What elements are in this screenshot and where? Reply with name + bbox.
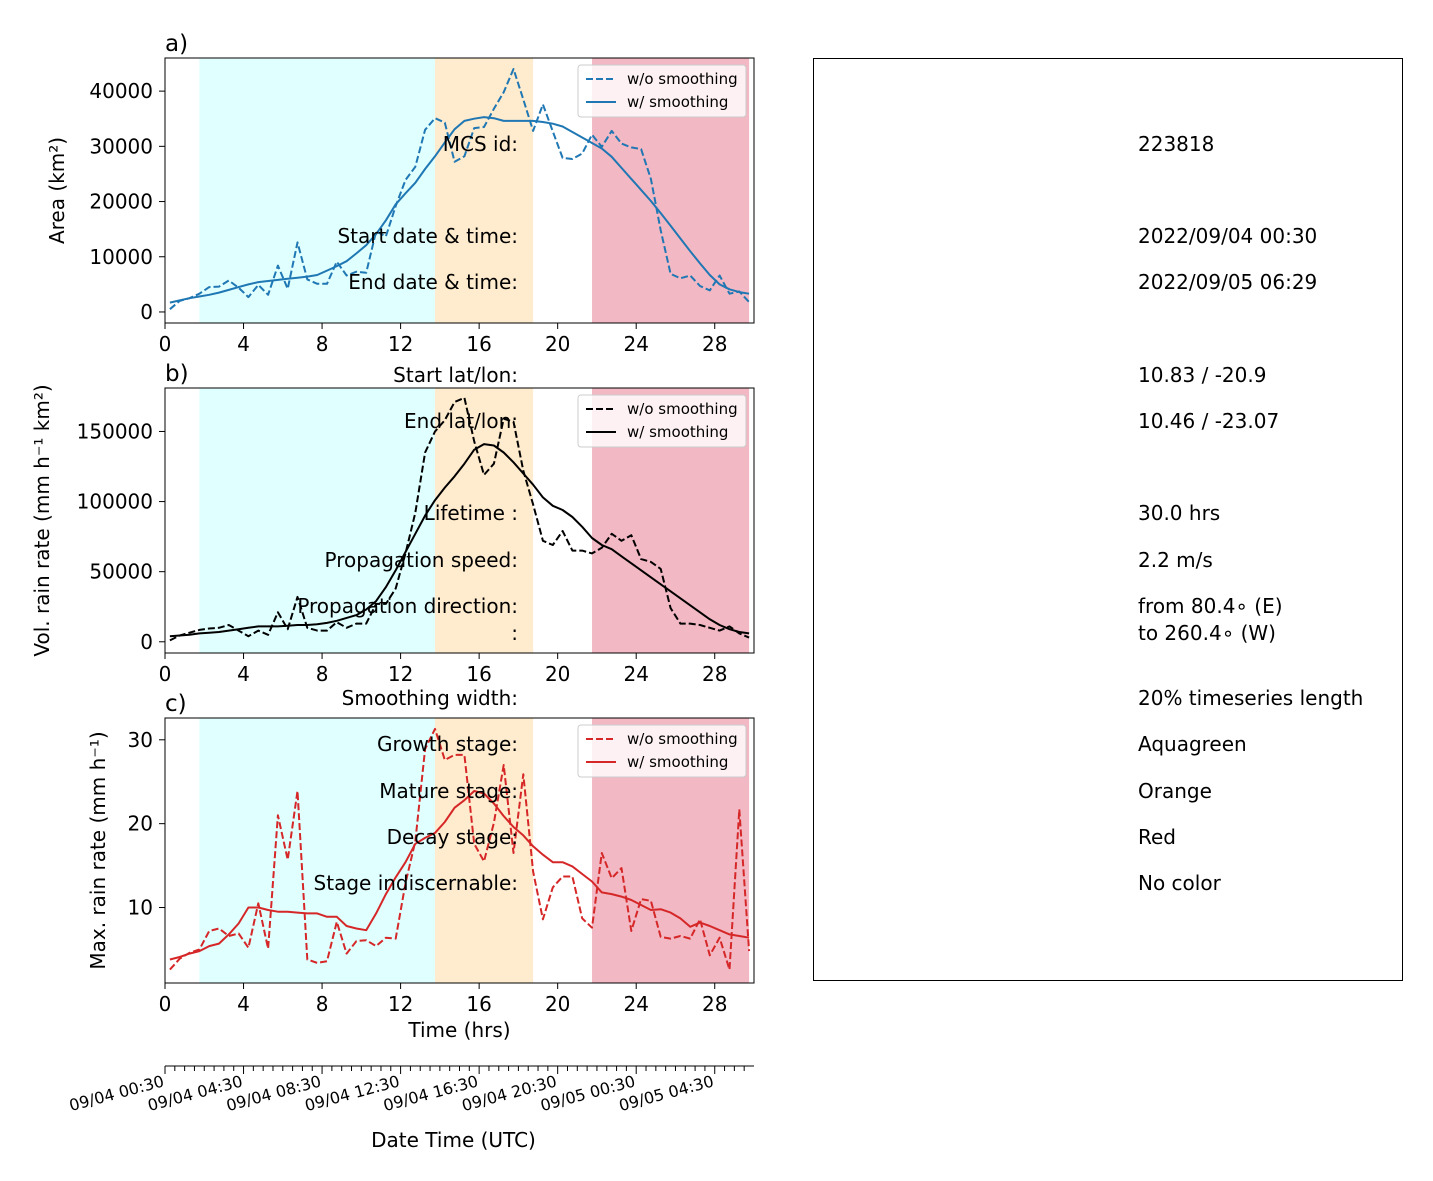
x-tick-label: 0 [159,662,172,686]
x-tick-label: 24 [623,992,648,1016]
info-value: to 260.4∘ (W) [1138,621,1276,645]
axes-frame [164,717,755,984]
y-axis-label: Max. rain rate (mm h⁻¹) [86,731,110,969]
info-label: Smoothing width: [341,686,518,710]
x-tick-label: 4 [237,992,250,1016]
axes-frame [164,387,755,654]
x-tick-label: 16 [466,662,491,686]
panel-label: a) [165,31,188,57]
info-label: Stage indiscernable: [313,871,518,895]
info-value: Aquagreen [1138,732,1247,756]
y-tick-label: 0 [140,630,153,654]
info-value: 2022/09/05 06:29 [1138,270,1318,294]
info-value: 223818 [1138,132,1215,156]
x-tick-label: 12 [388,332,413,356]
info-label: MCS id: [442,132,518,156]
legend-label-smoothed: w/ smoothing [627,423,728,441]
legend-label-smoothed: w/ smoothing [627,93,728,111]
x-tick-label: 16 [466,332,491,356]
y-tick-label: 100000 [77,490,153,514]
stage-band-mature [434,388,534,653]
info-value: 10.83 / -20.9 [1138,363,1267,387]
series-line-unsmoothed [169,727,751,971]
x-tick-label: 8 [316,662,329,686]
info-label: : [511,621,518,645]
x-tick-label: 24 [623,662,648,686]
x-tick-label: 0 [159,332,172,356]
series-line-smoothed [169,790,750,961]
y-axis-label: Vol. rain rate (mm h⁻¹ km²) [30,384,54,656]
y-tick-label: 0 [140,300,153,324]
x-axis-label: Time (hrs) [407,1018,510,1042]
stage-band-growth [199,718,435,983]
info-label: End lat/lon: [404,409,518,433]
x-tick-label: 20 [545,332,570,356]
axes-frame [164,57,755,324]
mcs-info-panel: MCS id: 223818 Start date & time: 2022/0… [297,58,1403,981]
y-tick-label: 30 [128,728,153,752]
info-value: No color [1138,871,1221,895]
series-line-smoothed [169,116,750,304]
info-label: Growth stage: [376,732,518,756]
date-axis-label: Date Time (UTC) [371,1128,536,1152]
info-value: Red [1138,825,1176,849]
info-value: Orange [1138,779,1212,803]
stage-band-growth [199,388,435,653]
x-tick-label: 12 [388,662,413,686]
info-label: Decay stage: [386,825,518,849]
x-tick-label: 28 [702,662,727,686]
x-tick-label: 4 [237,662,250,686]
panel-label: b) [165,361,189,387]
y-tick-label: 50000 [89,560,153,584]
stage-band-growth [199,58,435,323]
info-label: Mature stage: [379,779,518,803]
x-tick-label: 28 [702,332,727,356]
info-label: Lifetime : [423,501,518,525]
stage-band-mature [434,718,534,983]
y-tick-label: 20 [128,812,153,836]
x-tick-label: 24 [623,332,648,356]
info-label: Start date & time: [337,224,518,248]
info-label: Start lat/lon: [393,363,518,387]
x-tick-label: 4 [237,332,250,356]
x-tick-label: 20 [545,662,570,686]
x-tick-label: 12 [388,992,413,1016]
legend-box [577,724,747,778]
legend-label-smoothed: w/ smoothing [627,753,728,771]
info-value: 2022/09/04 00:30 [1138,224,1318,248]
legend-label-unsmoothed: w/o smoothing [627,70,738,88]
x-tick-label: 8 [316,332,329,356]
y-tick-label: 150000 [77,419,153,443]
info-value: from 80.4∘ (E) [1138,594,1283,618]
legend-box [577,394,747,448]
info-value: 20% timeseries length [1138,686,1364,710]
x-tick-label: 0 [159,992,172,1016]
legend-box [577,64,747,118]
x-tick-label: 8 [316,992,329,1016]
x-tick-label: 28 [702,992,727,1016]
info-value: 10.46 / -23.07 [1138,409,1280,433]
y-tick-label: 40000 [89,79,153,103]
series-line-unsmoothed [169,68,750,310]
legend-label-unsmoothed: w/o smoothing [627,400,738,418]
series-line-unsmoothed [169,396,750,642]
y-tick-label: 10 [128,896,153,920]
info-label: End date & time: [348,270,518,294]
y-tick-label: 20000 [89,190,153,214]
panel-label: c) [165,691,187,717]
stage-band-mature [434,58,534,323]
info-label: Propagation direction: [297,594,518,618]
info-label: Propagation speed: [324,548,518,572]
y-axis-label: Area (km²) [45,137,69,244]
info-value: 30.0 hrs [1138,501,1221,525]
y-tick-label: 30000 [89,134,153,158]
series-line-smoothed [169,443,750,638]
y-tick-label: 10000 [89,245,153,269]
x-tick-label: 20 [545,992,570,1016]
legend-label-unsmoothed: w/o smoothing [627,730,738,748]
x-tick-label: 16 [466,992,491,1016]
info-value: 2.2 m/s [1138,548,1213,572]
